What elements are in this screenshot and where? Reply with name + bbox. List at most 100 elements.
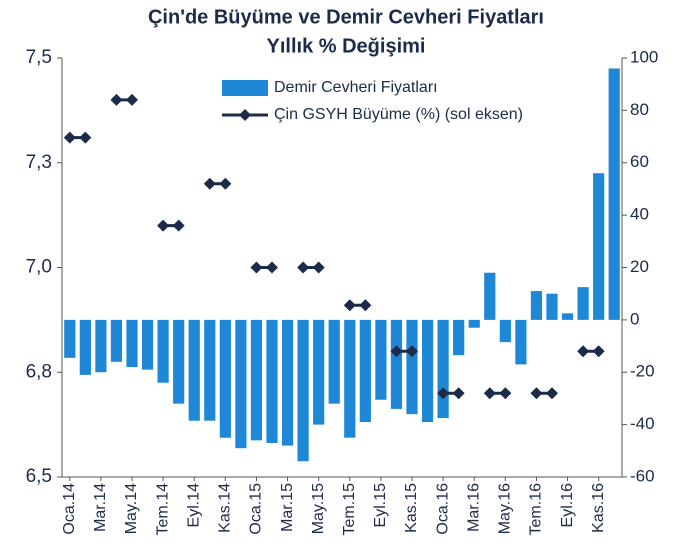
bar bbox=[593, 173, 605, 320]
legend-marker bbox=[239, 109, 251, 121]
bar bbox=[219, 319, 231, 438]
line-marker bbox=[172, 219, 185, 232]
bar bbox=[126, 319, 138, 368]
line bbox=[69, 98, 599, 395]
line-marker bbox=[157, 219, 170, 232]
line-marker bbox=[499, 387, 512, 400]
bar bbox=[157, 319, 169, 383]
bar bbox=[297, 319, 309, 462]
line-marker bbox=[110, 93, 123, 106]
line-marker bbox=[203, 177, 216, 190]
line-marker bbox=[63, 131, 76, 144]
line-marker bbox=[406, 345, 418, 358]
bar bbox=[561, 313, 574, 320]
y2-tick-label: 0 bbox=[630, 309, 639, 328]
line-marker bbox=[219, 177, 232, 190]
x-tick-label: Eyl.16 bbox=[559, 483, 576, 528]
line-marker bbox=[437, 387, 450, 400]
line-marker bbox=[266, 261, 278, 274]
x-tick-label: Kas.15 bbox=[403, 483, 420, 533]
y2-tick-label: 60 bbox=[630, 152, 649, 171]
y-tick-label: 7,3 bbox=[26, 152, 52, 173]
bar bbox=[453, 319, 465, 356]
bar bbox=[188, 319, 200, 421]
y-tick-label: 7,5 bbox=[26, 47, 52, 68]
y2-tick-label: 20 bbox=[630, 257, 649, 276]
x-tick-label: Kas.14 bbox=[217, 483, 234, 533]
bar bbox=[141, 319, 154, 370]
x-tick-label: May.15 bbox=[310, 483, 327, 534]
bar bbox=[375, 319, 387, 400]
line-marker bbox=[126, 93, 138, 106]
bar bbox=[266, 319, 278, 443]
line-marker bbox=[546, 387, 558, 400]
bar bbox=[421, 319, 434, 423]
bar bbox=[499, 319, 511, 343]
line-marker bbox=[297, 261, 310, 274]
bar bbox=[577, 287, 589, 320]
bar bbox=[359, 319, 371, 423]
x-tick-label: Mar.14 bbox=[92, 483, 109, 532]
y-tick-label: 6,5 bbox=[26, 466, 52, 487]
y2-tick-label: -40 bbox=[630, 414, 655, 433]
bar bbox=[484, 272, 496, 320]
bar bbox=[546, 293, 558, 320]
line-marker bbox=[343, 299, 356, 312]
x-tick-label: Tem.16 bbox=[528, 483, 545, 536]
line-marker bbox=[452, 387, 465, 400]
line-marker bbox=[577, 345, 590, 358]
bar bbox=[468, 319, 480, 328]
bar bbox=[328, 319, 340, 404]
line-marker bbox=[390, 345, 403, 358]
y2-tick-label: -20 bbox=[630, 362, 655, 381]
bar bbox=[344, 319, 356, 438]
bar bbox=[173, 319, 185, 404]
bar bbox=[515, 319, 527, 365]
legend-swatch bbox=[222, 80, 268, 96]
chart-subtitle: Yıllık % Değişimi bbox=[267, 35, 426, 57]
bar bbox=[79, 319, 91, 375]
line-marker bbox=[483, 387, 496, 400]
x-tick-label: Eyl.14 bbox=[185, 483, 202, 528]
x-tick-label: Mar.16 bbox=[465, 483, 482, 532]
y-tick-label: 6,8 bbox=[26, 361, 52, 382]
bar bbox=[390, 319, 403, 409]
line-marker bbox=[312, 261, 325, 274]
bar bbox=[608, 68, 620, 320]
bar bbox=[110, 319, 123, 362]
y2-tick-label: -60 bbox=[630, 466, 655, 485]
y2-tick-label: 80 bbox=[630, 100, 649, 119]
x-tick-label: Eyl.15 bbox=[372, 483, 389, 528]
chart-title: Çin'de Büyüme ve Demir Cevheri Fiyatları bbox=[148, 6, 544, 28]
bar bbox=[250, 319, 263, 441]
x-tick-label: Oca.16 bbox=[434, 483, 451, 535]
y2-tick-label: 100 bbox=[630, 47, 658, 66]
bar bbox=[313, 319, 325, 425]
x-tick-label: Oca.14 bbox=[61, 483, 78, 535]
x-tick-label: Tem.14 bbox=[154, 483, 171, 536]
bar bbox=[530, 291, 543, 320]
x-tick-label: May.16 bbox=[497, 483, 514, 534]
bar bbox=[204, 319, 216, 421]
line-marker bbox=[359, 299, 372, 312]
line-marker bbox=[250, 261, 263, 274]
x-tick-label: Mar.15 bbox=[279, 483, 296, 532]
y-tick-label: 7,0 bbox=[26, 257, 52, 278]
line-marker bbox=[79, 131, 92, 144]
bar bbox=[64, 319, 76, 358]
bar bbox=[406, 319, 418, 415]
y2-tick-label: 40 bbox=[630, 205, 649, 224]
legend-label: Çin GSYH Büyüme (%) (sol eksen) bbox=[274, 106, 523, 123]
line-marker bbox=[530, 387, 543, 400]
x-tick-label: Tem.15 bbox=[341, 483, 358, 536]
bar bbox=[281, 319, 294, 446]
legend-label: Demir Cevheri Fiyatları bbox=[274, 79, 438, 96]
bar bbox=[235, 319, 247, 449]
line-marker bbox=[592, 345, 605, 358]
x-tick-label: Kas.16 bbox=[590, 483, 607, 533]
bar bbox=[437, 319, 449, 419]
x-tick-label: May.14 bbox=[123, 483, 140, 534]
x-tick-label: Oca.15 bbox=[248, 483, 265, 535]
bar bbox=[95, 319, 107, 373]
